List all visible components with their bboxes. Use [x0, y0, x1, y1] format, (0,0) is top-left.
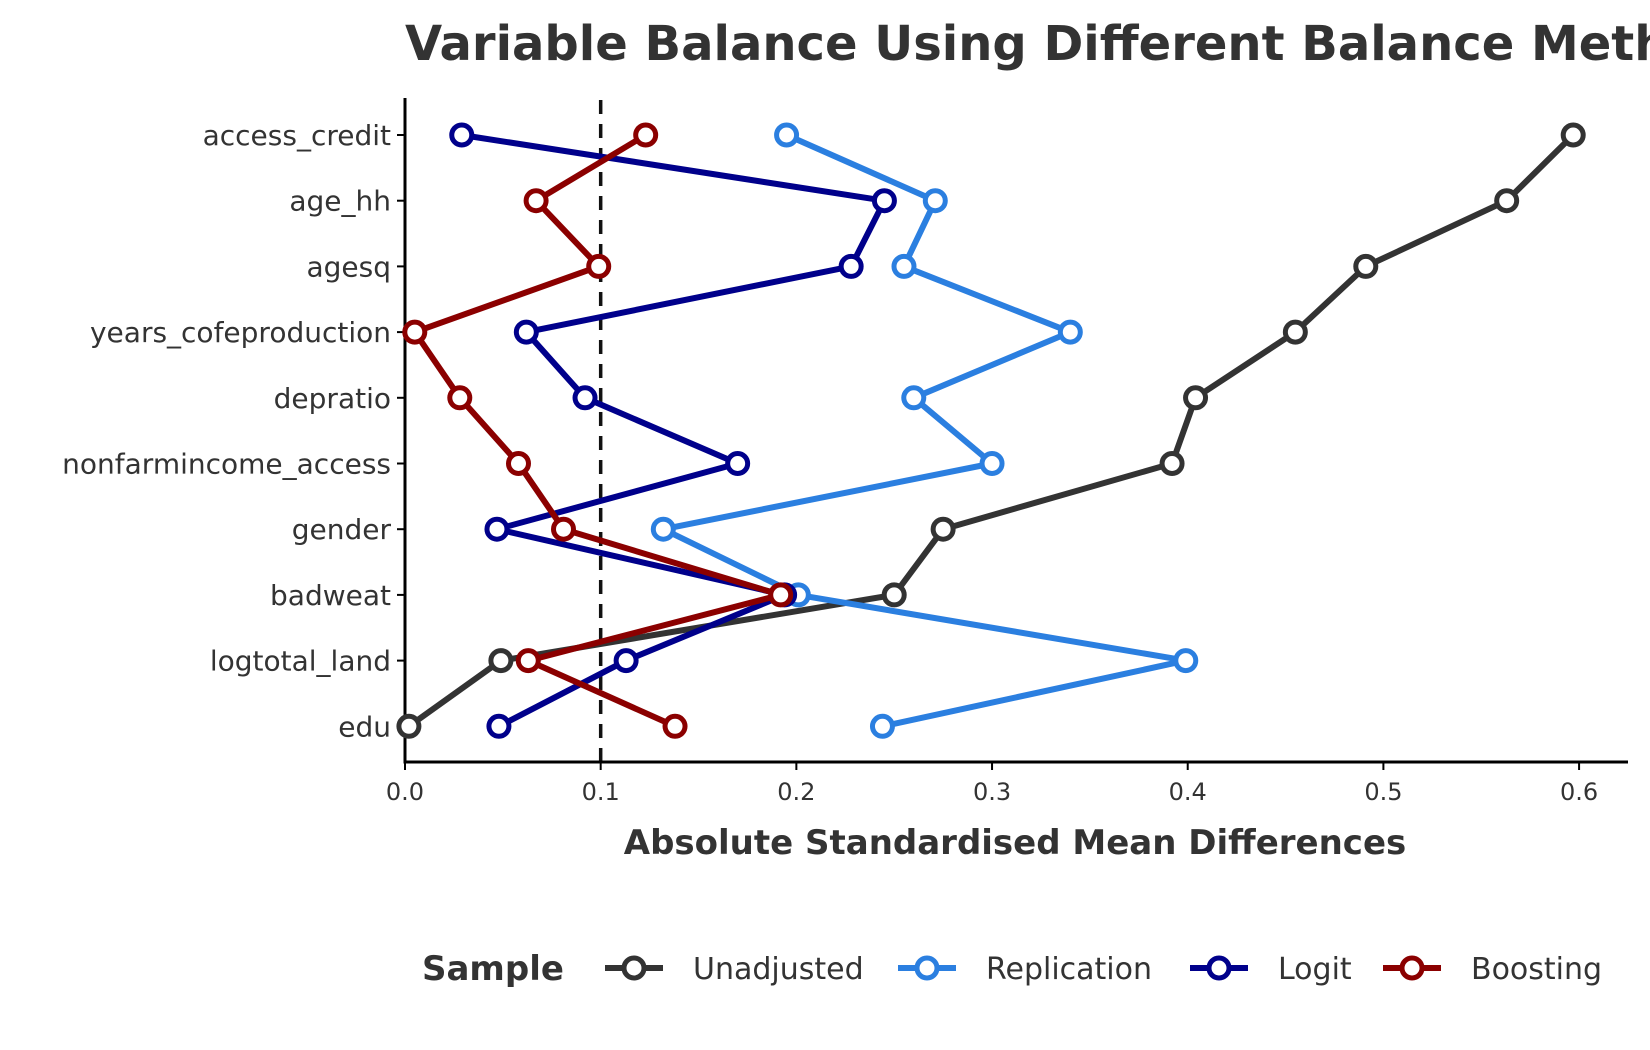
y-tick-label: depratio [274, 382, 391, 415]
series-replication [650, 122, 1199, 739]
point-boosting [633, 122, 659, 148]
point-replication [922, 188, 948, 214]
series-line-boosting [411, 132, 784, 730]
point-logit [449, 122, 475, 148]
series-boosting [402, 122, 794, 739]
point-unadjusted [930, 516, 956, 542]
chart-title: Variable Balance Using Different Balance… [405, 16, 1650, 72]
series-line-replication [660, 132, 1189, 730]
legend-item-boosting: Boosting [1383, 952, 1602, 987]
point-unadjusted [488, 648, 514, 674]
point-boosting [505, 451, 531, 476]
point-boosting [586, 253, 612, 279]
legend-label: Boosting [1471, 952, 1602, 987]
point-replication [979, 451, 1005, 476]
y-tick-label: agesq [306, 250, 391, 283]
y-tick-label: badweat [270, 579, 391, 612]
series-logit [449, 122, 897, 739]
legend-swatch-marker [1399, 955, 1425, 981]
x-tick-label: 0.3 [973, 778, 1011, 806]
y-tick-label: gender [292, 513, 392, 546]
point-logit [613, 648, 639, 674]
point-logit [838, 253, 864, 279]
point-replication [1173, 648, 1199, 674]
y-tick-label: years_cofeproduction [90, 316, 391, 349]
point-boosting [768, 582, 794, 608]
point-logit [486, 713, 512, 739]
legend-swatch-marker [914, 955, 940, 981]
axes [397, 98, 1628, 770]
point-unadjusted [881, 582, 907, 608]
y-tick-label: age_hh [289, 185, 391, 218]
x-tick-label: 0.1 [582, 778, 620, 806]
point-boosting [523, 188, 549, 214]
point-replication [774, 122, 800, 148]
point-unadjusted [1560, 122, 1586, 148]
y-tick-label: edu [338, 710, 391, 743]
y-tick-label: nonfarmincome_access [62, 448, 391, 481]
point-unadjusted [396, 713, 422, 739]
point-logit [871, 188, 897, 214]
point-boosting [662, 713, 688, 739]
y-tick-label: logtotal_land [210, 645, 391, 678]
y-tick-label: access_credit [203, 119, 391, 152]
series-layer [396, 122, 1586, 739]
point-boosting [551, 516, 577, 542]
point-unadjusted [1494, 188, 1520, 214]
point-unadjusted [1353, 253, 1379, 279]
point-unadjusted [1183, 385, 1209, 411]
point-replication [650, 516, 676, 542]
point-boosting [447, 385, 473, 411]
series-line-unadjusted [407, 132, 1576, 729]
legend-label: Logit [1278, 952, 1352, 987]
point-replication [1057, 319, 1083, 345]
point-replication [891, 253, 917, 279]
legend: Sample Unadjusted Replication Logit Boostin… [422, 949, 1602, 989]
legend-item-logit: Logit [1190, 952, 1352, 987]
x-tick-labels: 0.0 0.1 0.2 0.3 0.4 0.5 0.6 [386, 778, 1598, 806]
point-unadjusted [1282, 319, 1308, 345]
legend-item-replication: Replication [898, 952, 1152, 987]
point-unadjusted [1159, 451, 1185, 476]
point-logit [725, 451, 751, 476]
legend-title: Sample [422, 949, 564, 989]
point-boosting [515, 648, 541, 674]
x-tick-label: 0.2 [777, 778, 815, 806]
series-line-logit [461, 132, 888, 729]
point-logit [572, 385, 598, 411]
legend-item-unadjusted: Unadjusted [605, 952, 864, 987]
series-unadjusted [396, 122, 1586, 739]
x-tick-label: 0.6 [1560, 778, 1598, 806]
legend-label: Replication [986, 952, 1152, 987]
point-replication [869, 713, 895, 739]
point-logit [513, 319, 539, 345]
point-logit [484, 516, 510, 542]
legend-label: Unadjusted [693, 952, 864, 987]
legend-swatch-marker [621, 955, 647, 981]
x-tick-label: 0.0 [386, 778, 424, 806]
x-axis-label: Absolute Standardised Mean Differences [624, 823, 1407, 863]
point-boosting [402, 319, 428, 345]
x-tick-label: 0.5 [1364, 778, 1402, 806]
legend-swatch-marker [1206, 955, 1232, 981]
x-tick-label: 0.4 [1169, 778, 1207, 806]
point-replication [901, 385, 927, 411]
